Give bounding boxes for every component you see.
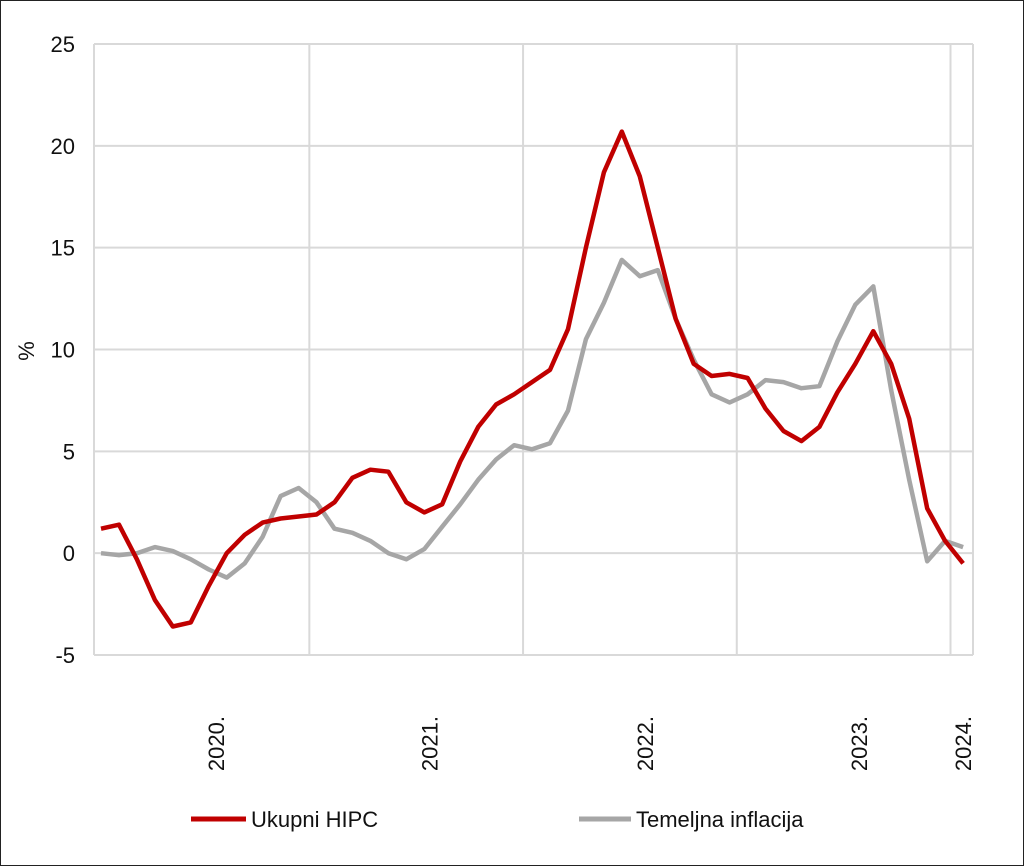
series-line-temeljna-inflacija [100, 257, 964, 580]
y-tick-label: 0 [63, 541, 75, 566]
y-tick-label: 20 [51, 134, 75, 159]
legend-label-ukupni-hipc: Ukupni HIPC [251, 807, 378, 832]
x-tick-label: 2021. [418, 716, 443, 771]
series-lines [100, 129, 965, 629]
y-axis-label: % [14, 341, 39, 361]
y-tick-label: 25 [51, 32, 75, 57]
grid [93, 43, 974, 656]
legend-label-temeljna-inflacija: Temeljna inflacija [636, 807, 804, 832]
y-tick-label: 5 [63, 439, 75, 464]
y-axis-ticks: -5 0 5 10 15 20 25 [51, 32, 75, 668]
y-tick-label: 10 [51, 338, 75, 363]
x-tick-label: 2022. [633, 716, 658, 771]
y-tick-label: -5 [55, 643, 75, 668]
y-tick-label: 15 [51, 236, 75, 261]
x-tick-label: 2020. [204, 716, 229, 771]
x-tick-label: 2023. [847, 716, 872, 771]
x-axis-ticks: 2020. 2021. 2022. 2023. 2024. [204, 716, 976, 771]
x-tick-label: 2024. [951, 716, 976, 771]
series-line-ukupni-hipc [100, 129, 965, 629]
legend: Ukupni HIPC Temeljna inflacija [191, 807, 804, 832]
